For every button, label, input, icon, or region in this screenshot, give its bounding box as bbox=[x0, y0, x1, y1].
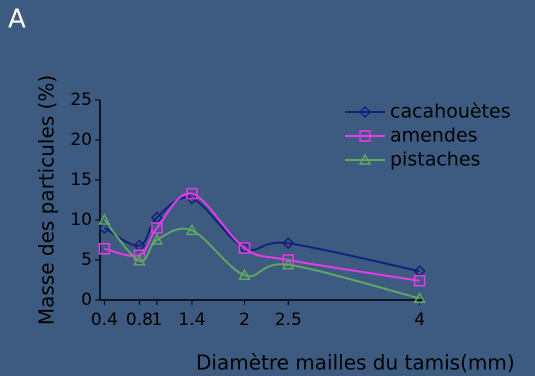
square-marker bbox=[238, 242, 251, 254]
x-axis-label: Diamètre mailles du tamis(mm) bbox=[196, 351, 515, 375]
y-tick-label: 5 bbox=[81, 250, 92, 270]
x-tick-label: 1.4 bbox=[178, 310, 205, 330]
x-tick-label: 0.8 bbox=[126, 310, 153, 330]
series-line bbox=[103, 219, 420, 300]
x-tick-label: 1 bbox=[152, 310, 163, 330]
x-tick-label: 4 bbox=[414, 310, 425, 330]
y-tick-label: 15 bbox=[70, 170, 92, 190]
square-marker bbox=[359, 130, 371, 142]
x-tick-label: 0.4 bbox=[91, 310, 118, 330]
x-tick-label: 2 bbox=[239, 310, 250, 330]
triangle-marker bbox=[150, 233, 164, 245]
triangle-marker bbox=[185, 223, 199, 236]
x-tick-label: 2.5 bbox=[275, 310, 302, 330]
diamond-marker bbox=[185, 192, 199, 205]
square-marker bbox=[98, 243, 111, 255]
legend-label: cacahouètes bbox=[390, 101, 511, 123]
legend-label: amendes bbox=[390, 125, 478, 147]
triangle-marker bbox=[98, 213, 111, 225]
y-axis-label: Masse des particules (%) bbox=[35, 75, 59, 325]
square-marker bbox=[413, 275, 426, 287]
panel-label: A bbox=[8, 5, 26, 35]
series-line bbox=[103, 196, 420, 273]
diamond-marker bbox=[282, 237, 295, 250]
diamond-marker bbox=[358, 105, 372, 119]
triangle-marker bbox=[133, 254, 146, 266]
diamond-marker bbox=[98, 221, 111, 235]
triangle-marker bbox=[413, 291, 426, 304]
triangle-marker bbox=[238, 268, 251, 280]
square-marker bbox=[186, 187, 198, 200]
legend-label: pistaches bbox=[390, 149, 480, 171]
y-tick-label: 0 bbox=[81, 290, 92, 310]
triangle-marker bbox=[358, 153, 372, 165]
y-tick-label: 10 bbox=[70, 210, 92, 230]
triangle-marker bbox=[281, 258, 295, 270]
series-line bbox=[104, 192, 420, 282]
y-tick-label: 20 bbox=[70, 130, 92, 150]
y-tick-label: 25 bbox=[70, 90, 92, 110]
square-marker bbox=[151, 222, 163, 234]
